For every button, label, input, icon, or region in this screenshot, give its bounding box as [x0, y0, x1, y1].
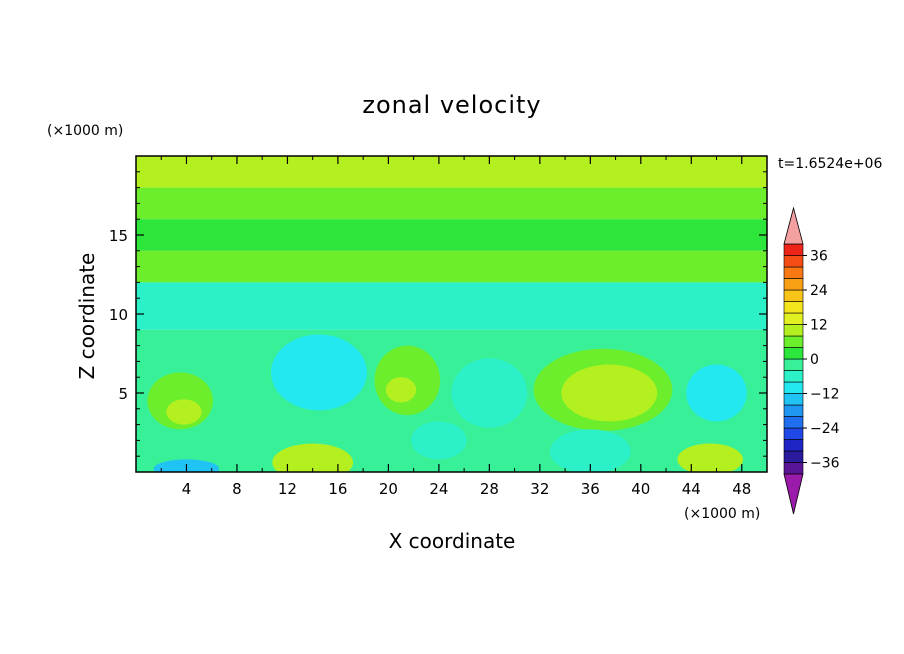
x-axis-unit: (×1000 m): [684, 506, 760, 522]
field-feature-9: [272, 443, 354, 472]
field-feature-14: [411, 421, 467, 460]
y-tick-label-15: 15: [109, 227, 128, 245]
colorbar-label-0: 0: [810, 352, 819, 368]
colorbar-swatch--28: [783, 427, 804, 440]
colorbar-swatch-32: [783, 255, 804, 268]
colorbar-label-24: 24: [810, 283, 828, 299]
field-feature-10: [677, 443, 744, 472]
colorbar: −36 −24 −12 0 12 24 36: [783, 206, 840, 515]
field-feature-0: [271, 334, 367, 411]
colorbar-label-12: 12: [810, 318, 828, 334]
field-feature-4: [385, 377, 417, 403]
field-feature-2: [166, 399, 202, 425]
x-tick-label-32: 32: [530, 480, 549, 498]
colorbar-over-arrow: [783, 206, 804, 245]
colorbar-swatch-20: [783, 289, 804, 302]
y-tick-label-5: 5: [118, 385, 128, 403]
colorbar-swatch-4: [783, 335, 804, 348]
time-label: t=1.6524e+06: [778, 156, 882, 172]
y-axis-label: Z coordinate: [75, 253, 99, 380]
colorbar-swatch-8: [783, 324, 804, 337]
colorbar-label--24: −24: [810, 421, 840, 437]
field-feature-7: [686, 364, 747, 422]
colorbar-swatch-28: [783, 266, 804, 279]
colorbar-swatch-36: [783, 243, 804, 256]
x-tick-label-40: 40: [631, 480, 650, 498]
colorbar-swatch--24: [783, 416, 804, 429]
field-band-4: [136, 282, 767, 330]
colorbar-label--12: −12: [810, 387, 840, 403]
colorbar-swatch--4: [783, 358, 804, 371]
colorbar-swatch-24: [783, 278, 804, 291]
x-tick-label-16: 16: [328, 480, 347, 498]
colorbar-swatch--32: [783, 439, 804, 452]
colorbar-swatch--8: [783, 370, 804, 383]
plot-area: [136, 156, 767, 472]
colorbar-swatch-0: [783, 347, 804, 360]
x-tick-label-24: 24: [429, 480, 448, 498]
x-tick-label-48: 48: [732, 480, 751, 498]
velocity-field: [136, 156, 767, 472]
colorbar-swatch--20: [783, 404, 804, 417]
field-band-1: [136, 187, 767, 220]
x-tick-label-12: 12: [278, 480, 297, 498]
colorbar-label--36: −36: [810, 456, 840, 472]
colorbar-swatch--36: [783, 450, 804, 463]
y-axis-unit: (×1000 m): [47, 123, 123, 139]
colorbar-swatch--40: [783, 462, 804, 475]
field-band-0: [136, 156, 767, 188]
x-tick-label-28: 28: [480, 480, 499, 498]
colorbar-swatch--16: [783, 393, 804, 406]
x-tick-label-8: 8: [232, 480, 242, 498]
colorbar-swatch-16: [783, 301, 804, 314]
x-axis-label: X coordinate: [389, 529, 516, 553]
colorbar-swatch-12: [783, 312, 804, 325]
x-tick-label-4: 4: [182, 480, 192, 498]
colorbar-swatch--12: [783, 381, 804, 394]
x-tick-label-36: 36: [581, 480, 600, 498]
y-tick-label-10: 10: [109, 306, 128, 324]
field-feature-13: [549, 429, 631, 472]
field-feature-8: [451, 358, 528, 428]
x-tick-label-44: 44: [682, 480, 701, 498]
field-feature-6: [561, 364, 658, 422]
chart-title: zonal velocity: [362, 91, 541, 119]
field-band-2: [136, 219, 767, 251]
colorbar-label-36: 36: [810, 249, 828, 265]
field-band-3: [136, 250, 767, 283]
x-tick-label-20: 20: [379, 480, 398, 498]
colorbar-under-arrow: [783, 473, 804, 515]
